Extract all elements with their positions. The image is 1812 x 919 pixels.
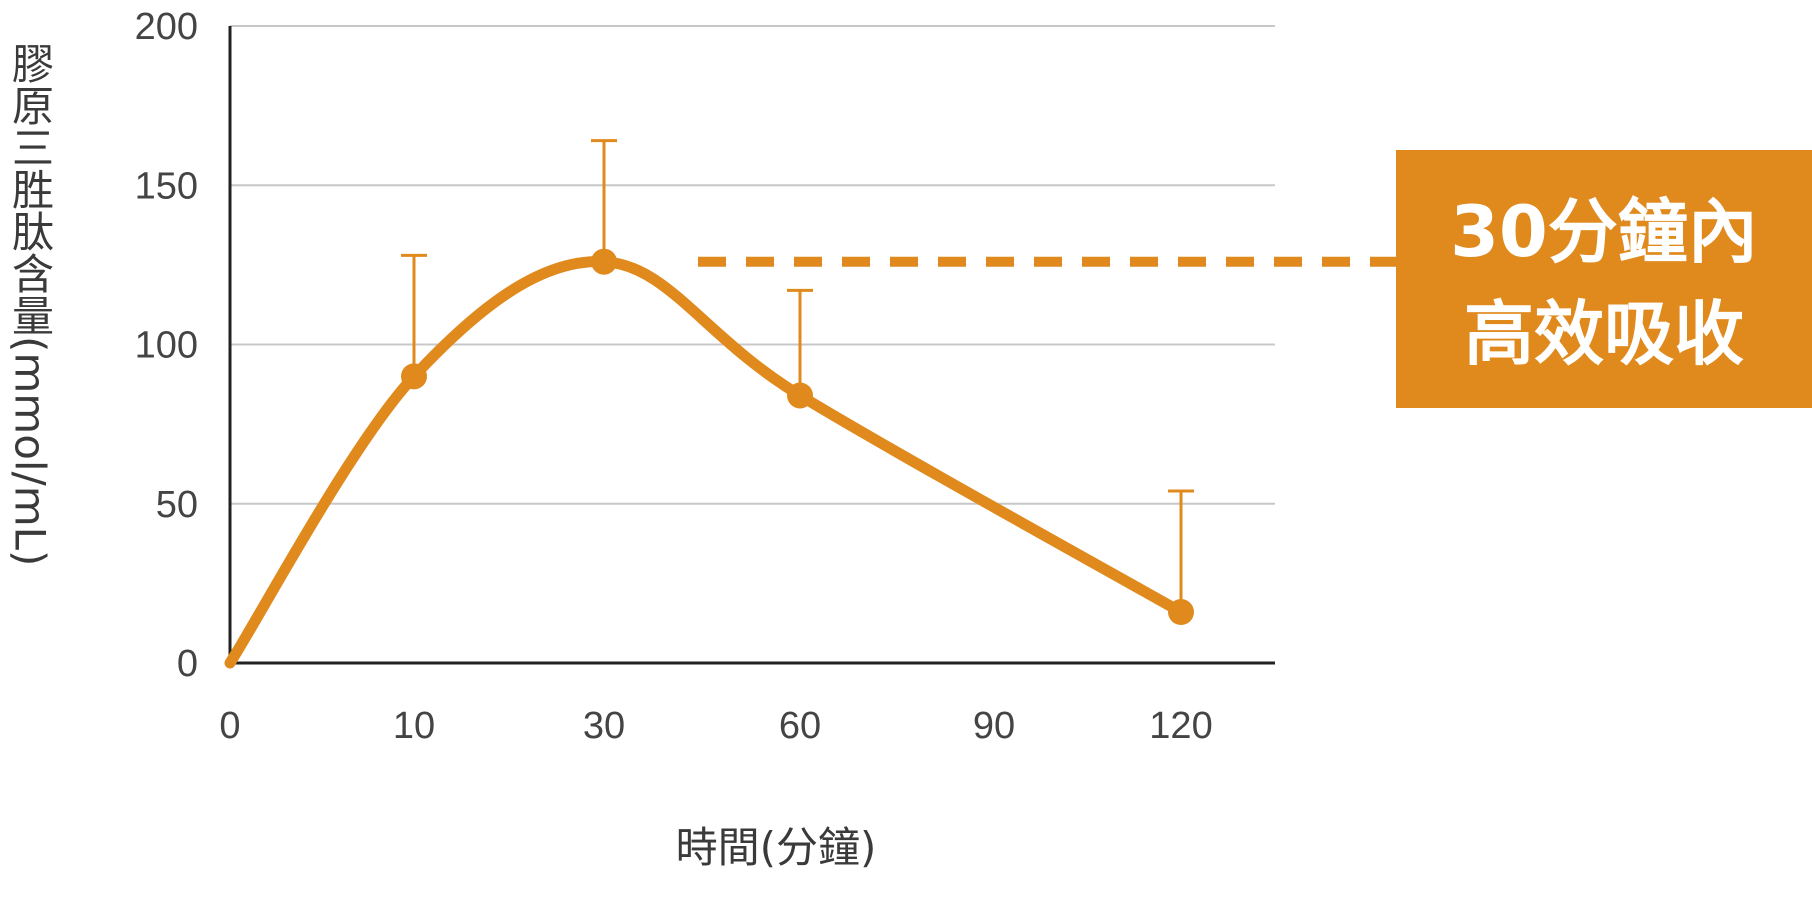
data-point	[591, 248, 617, 275]
y-tick-label: 150	[135, 165, 198, 207]
x-tick-label: 120	[1149, 705, 1212, 747]
grid-lines	[230, 25, 1275, 505]
y-axis-title: 膠原三胜肽含量(mmol/mL)	[6, 42, 55, 566]
x-tick-label: 90	[973, 705, 1015, 747]
y-tick-label: 0	[177, 643, 198, 685]
data-point	[401, 363, 427, 390]
data-point	[1168, 599, 1194, 626]
series-line	[224, 256, 1187, 669]
x-tick-label: 60	[779, 705, 821, 747]
axes	[228, 26, 1275, 665]
callout-text-line-1: 30分鐘內	[1450, 191, 1757, 273]
x-tick-label: 0	[219, 705, 240, 747]
x-tick-label: 10	[393, 705, 435, 747]
callout-text-line-2: 高效吸收	[1464, 293, 1744, 375]
x-tick-labels: 0 10 30 60 90 120	[219, 705, 1212, 747]
x-axis-title: 時間(分鐘)	[676, 823, 877, 872]
annotation: 30分鐘內 高效吸收	[698, 150, 1812, 408]
callout-box	[1396, 150, 1812, 408]
y-tick-label: 100	[135, 325, 198, 367]
y-tick-label: 200	[135, 6, 198, 48]
x-tick-label: 30	[583, 705, 625, 747]
data-point	[787, 382, 813, 409]
series	[224, 139, 1194, 669]
y-tick-labels: 0 50 100 150 200	[135, 6, 198, 685]
y-tick-label: 50	[156, 484, 198, 526]
